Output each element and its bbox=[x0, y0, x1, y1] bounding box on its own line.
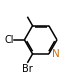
Text: Br: Br bbox=[22, 64, 33, 74]
Text: N: N bbox=[52, 49, 60, 59]
Text: Cl: Cl bbox=[4, 35, 14, 45]
